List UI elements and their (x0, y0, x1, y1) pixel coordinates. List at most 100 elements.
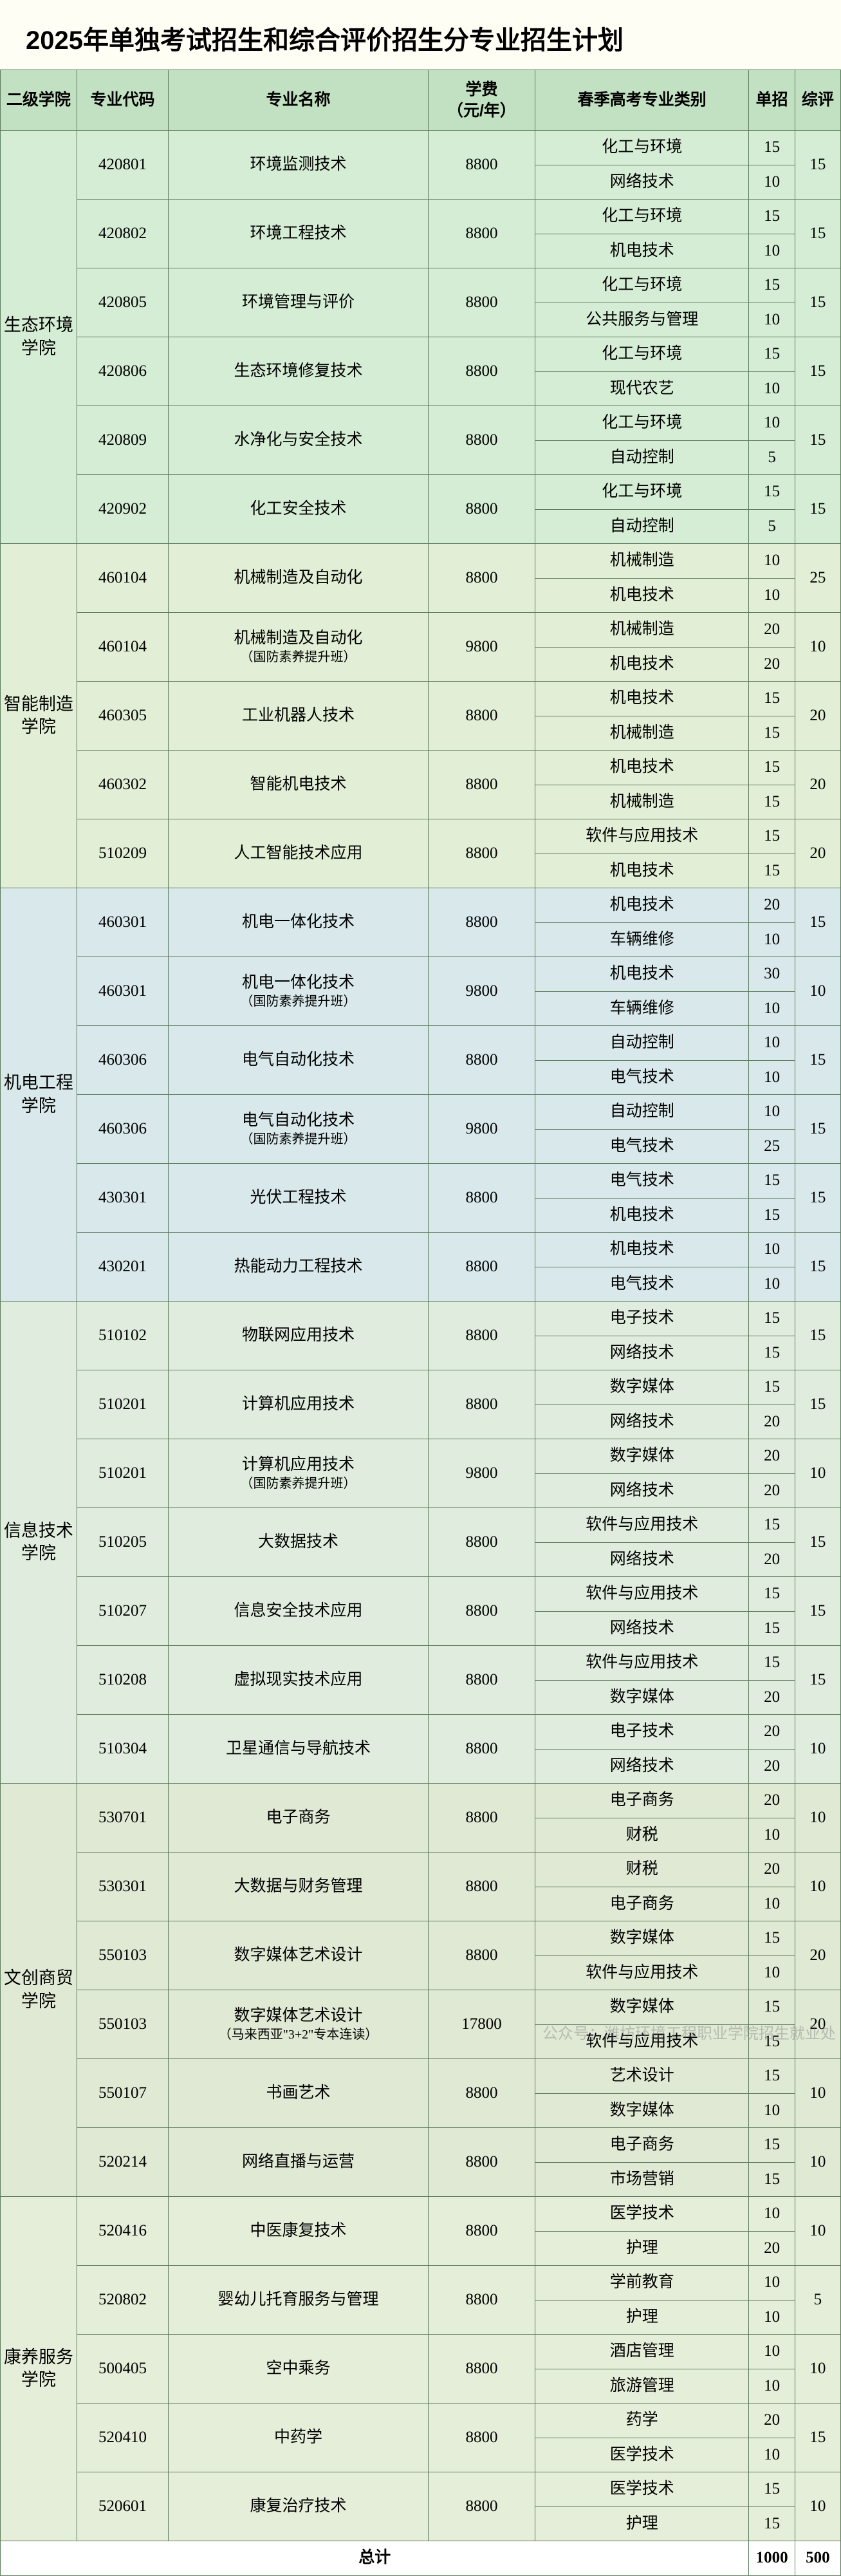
major-code: 460302 (77, 751, 168, 819)
header-fee: 学费（元/年） (428, 70, 535, 131)
tuition-fee: 8800 (428, 2266, 535, 2335)
category: 车辆维修 (535, 991, 749, 1026)
category: 化工与环境 (535, 475, 749, 510)
major-code: 430201 (77, 1233, 168, 1302)
major-code: 510304 (77, 1715, 168, 1784)
tuition-fee: 9800 (428, 1095, 535, 1164)
college-name: 智能制造学院 (1, 544, 77, 888)
tuition-fee: 8800 (428, 131, 535, 200)
table-row: 机电工程学院460301机电一体化技术8800机电技术2015 (1, 888, 841, 923)
zongping-count: 10 (795, 2472, 840, 2541)
zongping-count: 10 (795, 2197, 840, 2266)
header-dz: 单招 (749, 70, 795, 131)
tuition-fee: 8800 (428, 1370, 535, 1439)
danzhao-count: 15 (749, 337, 795, 372)
zongping-count: 15 (795, 337, 840, 406)
zongping-count: 10 (795, 2128, 840, 2197)
tuition-fee: 8800 (428, 2472, 535, 2541)
table-row: 420805环境管理与评价8800化工与环境1515 (1, 268, 841, 303)
table-row: 420809水净化与安全技术8800化工与环境1015 (1, 406, 841, 441)
danzhao-count: 15 (749, 1336, 795, 1370)
major-name: 计算机应用技术 (169, 1370, 429, 1439)
danzhao-count: 15 (749, 1164, 795, 1199)
major-name: 人工智能技术应用 (169, 819, 429, 888)
category: 护理 (535, 2506, 749, 2541)
zongping-count: 15 (795, 1026, 840, 1095)
danzhao-count: 10 (749, 922, 795, 957)
danzhao-count: 10 (749, 234, 795, 268)
category: 药学 (535, 2403, 749, 2438)
tuition-fee: 8800 (428, 1715, 535, 1784)
header-category: 春季高考专业类别 (535, 70, 749, 131)
danzhao-count: 10 (749, 165, 795, 200)
danzhao-count: 15 (749, 819, 795, 854)
tuition-fee: 8800 (428, 337, 535, 406)
admission-plan-table: 二级学院专业代码专业名称学费（元/年）春季高考专业类别单招综评 生态环境学院42… (0, 70, 841, 2576)
major-name: 康复治疗技术 (169, 2472, 429, 2541)
major-name: 信息安全技术应用 (169, 1577, 429, 1646)
header-college: 二级学院 (1, 70, 77, 131)
major-code: 460104 (77, 544, 168, 613)
table-row: 460306电气自动化技术（国防素养提升班）9800自动控制1015 (1, 1095, 841, 1130)
college-name: 机电工程学院 (1, 888, 77, 1302)
tuition-fee: 8800 (428, 544, 535, 613)
category: 机电技术 (535, 647, 749, 682)
category: 现代农艺 (535, 371, 749, 406)
major-code: 520601 (77, 2472, 168, 2541)
major-code: 510205 (77, 1508, 168, 1577)
tuition-fee: 8800 (428, 1233, 535, 1302)
major-name: 机电一体化技术 (169, 888, 429, 957)
category: 医学技术 (535, 2438, 749, 2472)
major-code: 520416 (77, 2197, 168, 2266)
tuition-fee: 17800 (428, 1990, 535, 2059)
danzhao-count: 10 (749, 1026, 795, 1061)
major-code: 510201 (77, 1439, 168, 1508)
zongping-count: 15 (795, 1302, 840, 1370)
tuition-fee: 8800 (428, 200, 535, 268)
category: 化工与环境 (535, 200, 749, 234)
tuition-fee: 8800 (428, 1164, 535, 1233)
danzhao-count: 20 (749, 888, 795, 923)
total-zongping: 500 (795, 2541, 840, 2576)
danzhao-count: 15 (749, 1990, 795, 2025)
danzhao-count: 10 (749, 303, 795, 337)
tuition-fee: 8800 (428, 682, 535, 751)
major-name: 大数据与财务管理 (169, 1853, 429, 1921)
danzhao-count: 15 (749, 200, 795, 234)
major-code: 510201 (77, 1370, 168, 1439)
danzhao-count: 10 (749, 406, 795, 441)
zongping-count: 10 (795, 957, 840, 1026)
zongping-count: 20 (795, 1921, 840, 1990)
category: 公共服务与管理 (535, 303, 749, 337)
danzhao-count: 20 (749, 1439, 795, 1474)
category: 自动控制 (535, 1095, 749, 1130)
table-row: 420802环境工程技术8800化工与环境1515 (1, 200, 841, 234)
table-row: 460302智能机电技术8800机电技术1520 (1, 751, 841, 785)
danzhao-count: 15 (749, 2506, 795, 2541)
danzhao-count: 5 (749, 509, 795, 544)
major-code: 420806 (77, 337, 168, 406)
category: 电子商务 (535, 2128, 749, 2163)
danzhao-count: 10 (749, 1233, 795, 1267)
danzhao-count: 20 (749, 1784, 795, 1818)
danzhao-count: 15 (749, 1302, 795, 1336)
zongping-count: 15 (795, 406, 840, 475)
total-danzhao: 1000 (749, 2541, 795, 2576)
danzhao-count: 15 (749, 716, 795, 751)
table-row: 信息技术学院510102物联网应用技术8800电子技术1515 (1, 1302, 841, 1336)
tuition-fee: 8800 (428, 2197, 535, 2266)
category: 财税 (535, 1853, 749, 1887)
tuition-fee: 8800 (428, 475, 535, 544)
danzhao-count: 10 (749, 991, 795, 1026)
major-name: 卫星通信与导航技术 (169, 1715, 429, 1784)
danzhao-count: 10 (749, 1095, 795, 1130)
major-name: 电子商务 (169, 1784, 429, 1853)
category: 艺术设计 (535, 2059, 749, 2094)
total-label: 总计 (1, 2541, 749, 2576)
category: 电子商务 (535, 1784, 749, 1818)
major-name: 数字媒体艺术设计 (169, 1921, 429, 1990)
zongping-count: 15 (795, 268, 840, 337)
major-name: 热能动力工程技术 (169, 1233, 429, 1302)
category: 电气技术 (535, 1267, 749, 1302)
tuition-fee: 9800 (428, 957, 535, 1026)
